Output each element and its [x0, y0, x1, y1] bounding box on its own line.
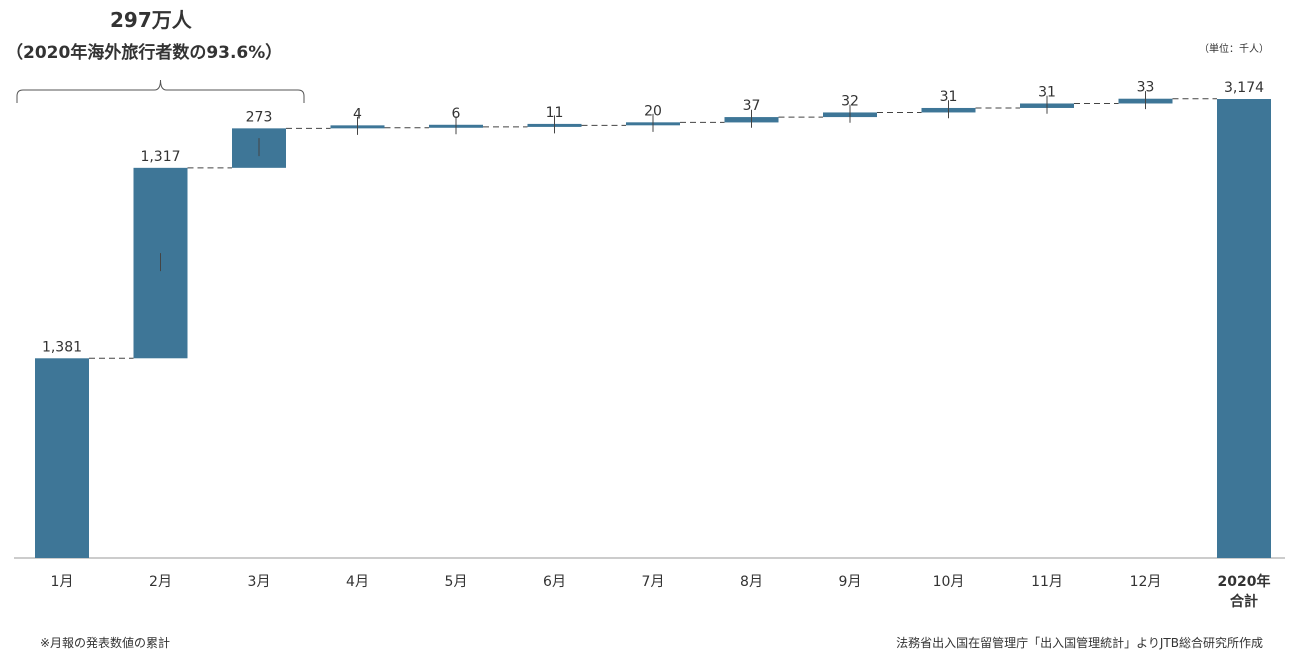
bar-13 [1217, 99, 1271, 558]
category-label-1: 1月 [51, 574, 74, 590]
footnote: ※月報の発表数値の累計 [40, 636, 171, 650]
data-label-9: 32 [841, 93, 859, 109]
data-label-11: 31 [1038, 84, 1056, 100]
annotation-sub: （2020年海外旅行者数の93.6%） [6, 43, 283, 63]
category-label-2: 2月 [149, 574, 172, 590]
category-label-10: 10月 [933, 574, 965, 590]
bar-1 [35, 358, 89, 558]
category-label-8: 8月 [740, 574, 763, 590]
bracket [16, 79, 305, 103]
category-label-5: 5月 [445, 574, 468, 590]
data-label-5: 6 [452, 106, 461, 122]
unit-label: （単位：千人） [1199, 44, 1269, 55]
data-label-8: 37 [743, 98, 761, 114]
data-label-4: 4 [353, 106, 362, 122]
data-label-10: 31 [940, 89, 958, 105]
data-label-7: 20 [644, 103, 662, 119]
annotation-main: 297万人 [110, 8, 192, 32]
category-label-7: 7月 [642, 574, 665, 590]
data-label-3: 273 [246, 109, 273, 125]
data-label-13: 3,174 [1224, 80, 1264, 96]
source-note: 法務省出入国在留管理庁「出入国管理統計」よりJTB総合研究所作成 [896, 636, 1263, 650]
category-label-3: 3月 [248, 574, 271, 590]
category-label-13: 合計 [1230, 593, 1258, 610]
category-label-13: 2020年 [1218, 573, 1271, 590]
data-label-2: 1,317 [140, 149, 180, 165]
data-label-6: 11 [546, 105, 564, 121]
category-label-12: 12月 [1130, 574, 1162, 590]
category-label-11: 11月 [1031, 574, 1063, 590]
category-label-6: 6月 [543, 574, 566, 590]
data-label-1: 1,381 [42, 339, 82, 355]
data-label-12: 33 [1137, 80, 1155, 96]
category-label-4: 4月 [346, 574, 369, 590]
category-label-9: 9月 [839, 574, 862, 590]
